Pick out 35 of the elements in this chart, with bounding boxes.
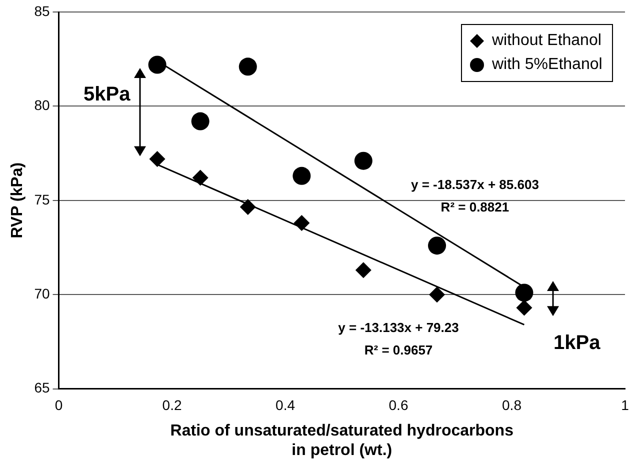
y-tick-label: 65 — [34, 380, 50, 396]
point — [355, 262, 372, 278]
x-tick-label: 0 — [54, 397, 63, 414]
legend-label: with 5%Ethanol — [492, 55, 602, 75]
point — [192, 170, 208, 186]
y-tick-label: 85 — [34, 2, 50, 19]
point — [292, 166, 311, 185]
annotation: 1kPa — [554, 332, 602, 354]
point — [428, 236, 446, 255]
annotation: R² = 0.8821 — [440, 200, 510, 215]
point — [294, 215, 310, 232]
point — [515, 284, 534, 302]
point — [516, 300, 532, 316]
point — [354, 152, 372, 170]
point — [238, 58, 257, 76]
legend-label: without Ethanol — [492, 31, 602, 51]
annotation: 5kPa — [84, 83, 132, 106]
y-axis-title: RVP (kPa) — [9, 162, 26, 238]
point — [148, 56, 166, 74]
annotation: R² = 0.9657 — [364, 342, 433, 358]
point — [149, 150, 166, 167]
y-tick-label: 70 — [34, 285, 50, 302]
annotation: y = -13.133x + 79.23 — [338, 320, 459, 336]
annotation: y = -18.537x + 85.603 — [410, 176, 539, 192]
point — [191, 112, 210, 130]
x-tick-label: 1 — [621, 397, 630, 414]
x-axis-title: Ratio of unsaturated/saturated hydrocarbons in petrol (wt.) — [170, 422, 514, 459]
x-tick-label: 0.4 — [276, 397, 296, 414]
x-tick-label: 0.6 — [388, 397, 408, 414]
y-tick-label: 75 — [34, 191, 50, 208]
x-tick-label: 0.2 — [162, 397, 182, 414]
point — [429, 286, 446, 303]
x-tick-label: 0.8 — [502, 397, 522, 414]
y-tick-label: 80 — [34, 97, 50, 114]
point — [240, 198, 256, 215]
